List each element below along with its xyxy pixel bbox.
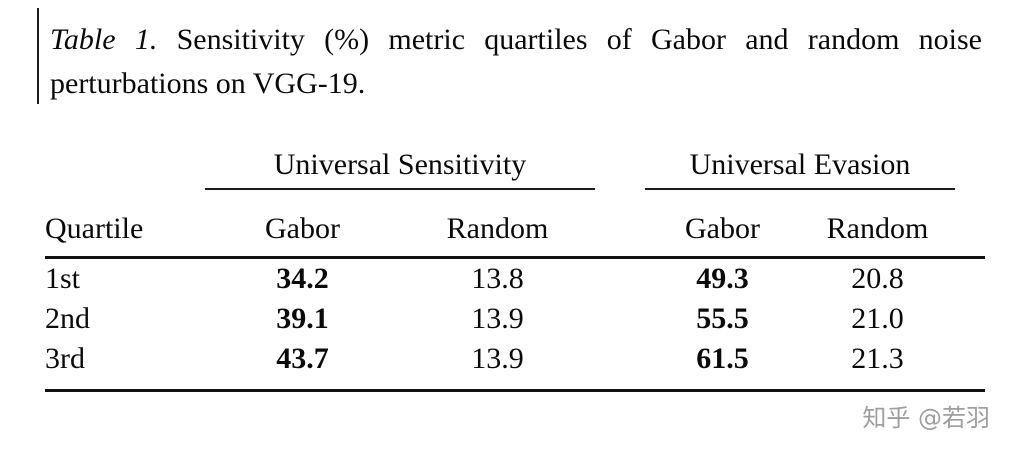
value-us-gabor: 43.7 [276,342,329,375]
group-header-row: Universal Sensitivity Universal Evasion [45,140,985,190]
value-ue-random: 21.0 [851,302,904,335]
table-row: 2nd 39.1 13.9 55.5 21.0 [45,299,985,339]
group-header-universal-sensitivity: Universal Sensitivity [205,148,595,190]
header-ue-gabor: Gabor [685,212,760,245]
zhihu-watermark: 知乎 @若羽 [862,404,990,432]
value-us-random: 13.8 [471,262,524,295]
value-ue-gabor: 55.5 [696,302,749,335]
table-caption: Table 1. Sensitivity (%) metric quartile… [50,18,982,106]
header-us-gabor: Gabor [265,212,340,245]
header-rule [45,256,985,259]
value-ue-gabor: 61.5 [696,342,749,375]
header-us-random: Random [446,212,549,245]
value-us-random: 13.9 [471,302,524,335]
bottom-rule [45,389,985,392]
value-us-gabor: 39.1 [276,302,329,335]
table-row: 1st 34.2 13.8 49.3 20.8 [45,259,985,299]
value-us-gabor: 34.2 [276,262,329,295]
group-header-universal-evasion: Universal Evasion [645,148,955,190]
column-rule-artifact [37,8,39,104]
header-quartile: Quartile [45,212,144,245]
table-row: 3rd 43.7 13.9 61.5 21.3 [45,339,985,379]
value-ue-gabor: 49.3 [696,262,749,295]
value-ue-random: 20.8 [851,262,904,295]
quartile-cell: 2nd [45,302,90,335]
table-caption-text: Sensitivity (%) metric quartiles of Gabo… [50,23,982,100]
header-ue-random: Random [826,212,929,245]
value-ue-random: 21.3 [851,342,904,375]
value-us-random: 13.9 [471,342,524,375]
quartile-cell: 1st [45,262,81,295]
table-caption-label: Table 1. [50,23,158,56]
results-table: Universal Sensitivity Universal Evasion … [45,140,985,392]
column-header-row: Quartile Gabor Random Gabor Random [45,190,985,256]
quartile-cell: 3rd [45,342,85,375]
